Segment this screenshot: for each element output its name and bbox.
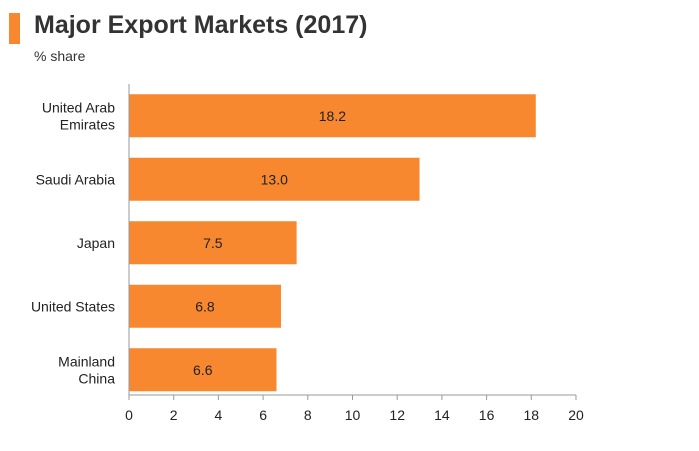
category-label: Saudi Arabia [36, 171, 116, 187]
bar [129, 348, 277, 392]
bar-value-label: 18.2 [319, 108, 346, 124]
x-tick-label: 18 [524, 407, 540, 423]
x-tick-label: 12 [389, 407, 405, 423]
chart-title: Major Export Markets (2017) [34, 11, 368, 39]
category-label: Emirates [60, 116, 115, 132]
category-label: Mainland [58, 353, 115, 369]
category-label: United States [31, 298, 115, 314]
x-tick-label: 20 [568, 407, 584, 423]
x-tick-label: 8 [304, 407, 312, 423]
title-accent-bar [9, 13, 20, 44]
x-tick-label: 6 [259, 407, 267, 423]
bar-value-label: 6.6 [193, 362, 213, 378]
x-tick-label: 2 [170, 407, 178, 423]
bar-value-label: 7.5 [203, 235, 223, 251]
x-tick-label: 16 [479, 407, 495, 423]
x-tick-label: 0 [125, 407, 133, 423]
category-label: United Arab [42, 99, 115, 115]
bar [129, 284, 281, 328]
category-label: China [78, 370, 115, 386]
bar [129, 94, 536, 138]
bar-value-label: 6.8 [195, 298, 215, 314]
chart-subtitle: % share [34, 48, 86, 64]
bar-value-label: 13.0 [261, 171, 288, 187]
bar [129, 221, 297, 265]
x-tick-label: 4 [215, 407, 223, 423]
x-tick-label: 14 [434, 407, 450, 423]
x-tick-label: 10 [345, 407, 361, 423]
category-label: Japan [77, 235, 115, 251]
bar [129, 157, 420, 201]
